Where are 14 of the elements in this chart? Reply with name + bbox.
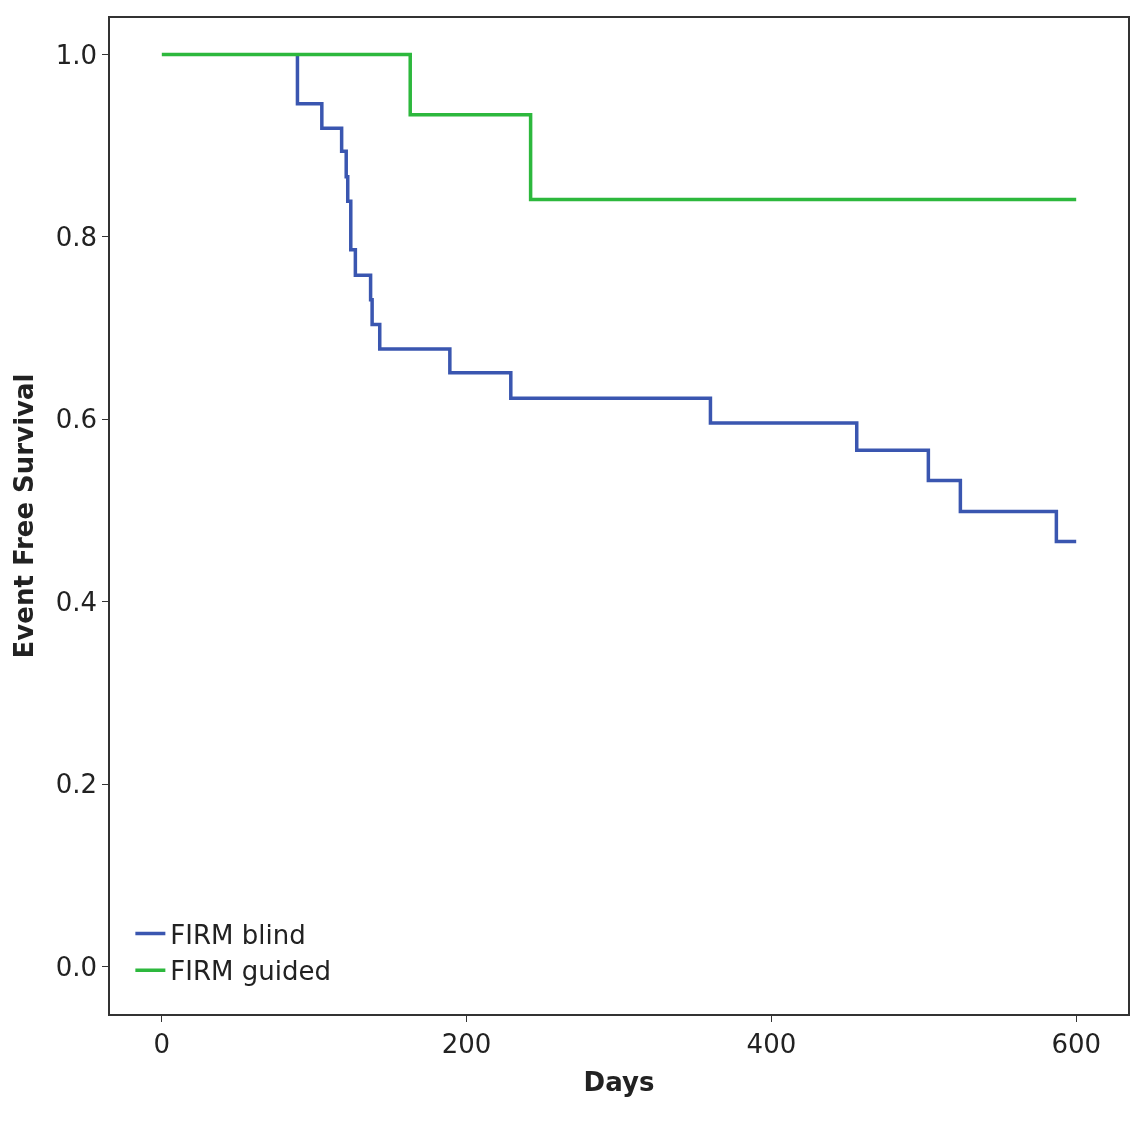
x-tick-label: 400 (746, 1028, 797, 1059)
y-axis-title: Event Free Survival (8, 373, 39, 659)
x-tick-label: 200 (441, 1028, 492, 1059)
y-tick-label: 0.4 (55, 586, 98, 617)
y-tick-label: 0.0 (55, 951, 98, 982)
y-tick-label: 0.6 (55, 404, 98, 435)
y-tick-label: 0.8 (55, 222, 98, 252)
y-tick-label: 0.2 (55, 769, 98, 800)
x-tick-label: 0 (153, 1028, 171, 1059)
x-axis-title: Days (583, 1067, 655, 1098)
x-tick-label: 600 (1051, 1028, 1102, 1059)
legend-label: FIRM guided (170, 956, 331, 987)
legend-label: FIRM blind (170, 919, 306, 950)
y-tick-label: 1.0 (55, 39, 98, 70)
